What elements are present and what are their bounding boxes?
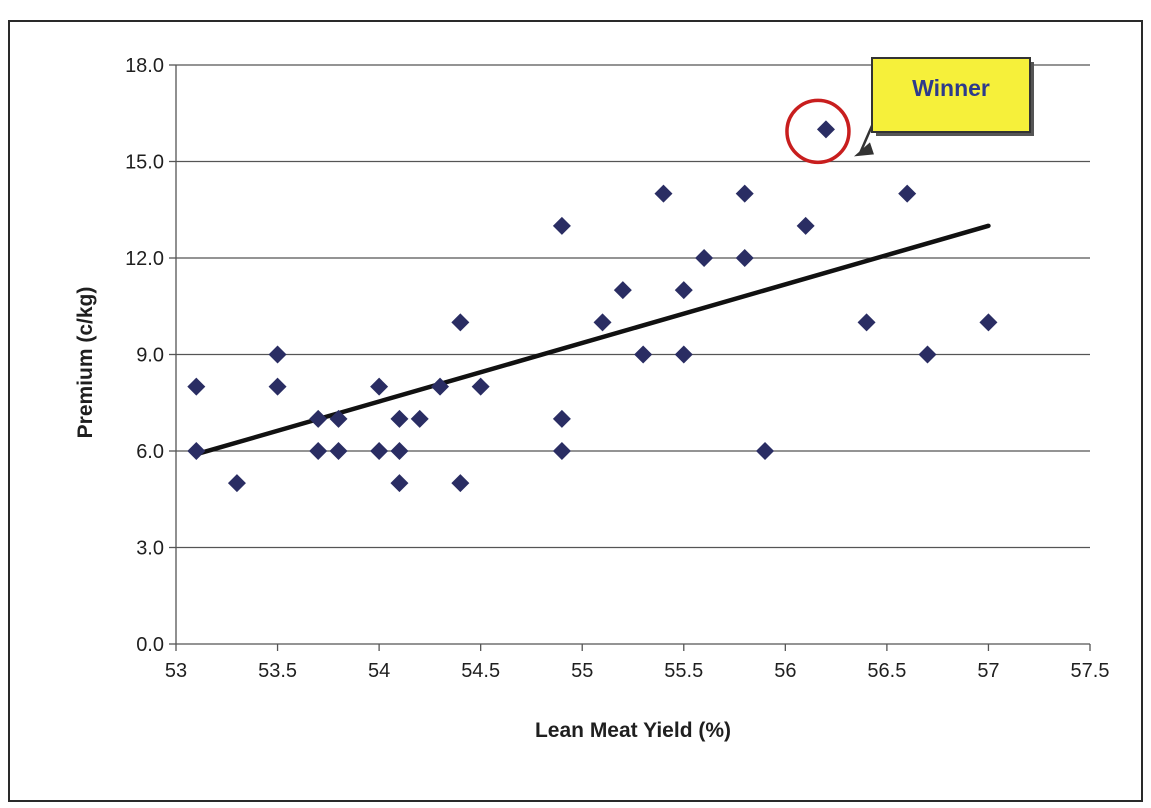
x-tick-label: 56	[774, 660, 796, 682]
data-point	[674, 345, 693, 364]
data-point	[431, 377, 450, 396]
data-point	[370, 442, 389, 460]
data-point	[390, 474, 409, 493]
x-tick-label: 56.5	[867, 660, 906, 682]
y-tick-label: 3.0	[136, 538, 164, 560]
x-tick-label: 55.5	[664, 660, 703, 682]
callout-box	[871, 57, 1031, 133]
x-axis-title: Lean Meat Yield (%)	[535, 719, 731, 742]
data-point	[735, 249, 754, 267]
data-point	[471, 377, 490, 396]
data-point	[451, 474, 470, 493]
trendline-layer	[194, 223, 991, 457]
gridlines	[176, 64, 1090, 549]
data-point	[410, 409, 429, 428]
winner-annotation: Winner	[785, 57, 1034, 165]
data-point	[613, 281, 632, 300]
data-point	[857, 313, 876, 332]
data-points	[187, 120, 998, 493]
data-point	[593, 313, 612, 332]
data-point	[756, 442, 775, 460]
data-point	[674, 281, 693, 300]
data-point	[390, 442, 409, 460]
x-tick-label: 54.5	[461, 660, 500, 682]
data-point	[816, 120, 835, 139]
data-point	[634, 345, 653, 364]
y-axis-title: Premium (c/kg)	[74, 287, 97, 439]
x-tick-label: 57.5	[1071, 660, 1110, 682]
data-point	[309, 409, 328, 428]
data-point	[695, 249, 714, 267]
data-point	[268, 345, 287, 364]
data-point	[552, 409, 571, 428]
trendline	[194, 223, 991, 457]
data-point	[187, 442, 206, 460]
x-tick-label: 57	[977, 660, 999, 682]
y-tick-label: 15.0	[125, 152, 164, 174]
data-point	[309, 442, 328, 460]
data-point	[979, 313, 998, 332]
data-point	[227, 474, 246, 493]
highlight-circle	[785, 98, 851, 165]
data-point	[451, 313, 470, 332]
data-point	[552, 442, 571, 460]
data-point	[796, 216, 815, 235]
y-tick-labels: 0.0 3.0 6.0 9.0 12.0 15.0 18.0	[125, 55, 164, 656]
x-tick-label: 53	[165, 660, 187, 682]
data-point	[918, 345, 937, 364]
data-point	[390, 409, 409, 428]
x-tick-label: 53.5	[258, 660, 297, 682]
data-point	[735, 184, 754, 203]
axes	[169, 64, 1091, 651]
y-tick-label: 18.0	[125, 55, 164, 77]
data-point	[268, 377, 287, 396]
arrow-head-icon	[853, 142, 874, 157]
y-tick-label: 6.0	[136, 441, 164, 463]
data-point	[654, 184, 673, 203]
y-tick-label: 0.0	[136, 634, 164, 656]
x-tick-label: 54	[368, 660, 390, 682]
y-tick-label: 12.0	[125, 248, 164, 270]
data-point	[898, 184, 917, 203]
y-tick-label: 9.0	[136, 345, 164, 367]
data-point	[370, 377, 389, 396]
scatter-chart: 0.03.06.09.012.015.018.0 53 53.5 54 54.5 55 5…	[74, 55, 1110, 742]
x-tick-label: 55	[571, 660, 593, 682]
data-point	[329, 442, 348, 460]
x-tick-labels: 53 53.5 54 54.5 55 55.5 56 56.5 57 57.5	[165, 660, 1110, 682]
data-point	[552, 216, 571, 235]
data-point	[187, 377, 206, 396]
data-point	[329, 409, 348, 428]
chart-frame: 0.0 3.0 6.0 9.0 12.0 15.0 18.0 53 53.5 54 54.5 55 5…	[8, 20, 1143, 802]
callout-label: Winner	[912, 75, 990, 101]
